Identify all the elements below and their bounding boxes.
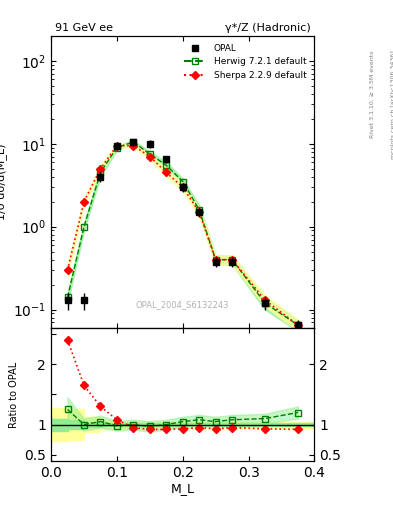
Legend: OPAL, Herwig 7.2.1 default, Sherpa 2.2.9 default: OPAL, Herwig 7.2.1 default, Sherpa 2.2.9… [180, 40, 310, 83]
Text: mcplots.cern.ch [arXiv:1306.3436]: mcplots.cern.ch [arXiv:1306.3436] [391, 51, 393, 159]
Text: Rivet 3.1.10, ≥ 3.5M events: Rivet 3.1.10, ≥ 3.5M events [370, 51, 375, 138]
X-axis label: M_L: M_L [171, 482, 195, 496]
Y-axis label: 1/σ dσ/d(M_L): 1/σ dσ/d(M_L) [0, 144, 7, 220]
Text: γ*/Z (Hadronic): γ*/Z (Hadronic) [225, 23, 310, 33]
Text: OPAL_2004_S6132243: OPAL_2004_S6132243 [136, 300, 230, 309]
Text: 91 GeV ee: 91 GeV ee [55, 23, 113, 33]
Y-axis label: Ratio to OPAL: Ratio to OPAL [9, 361, 19, 428]
